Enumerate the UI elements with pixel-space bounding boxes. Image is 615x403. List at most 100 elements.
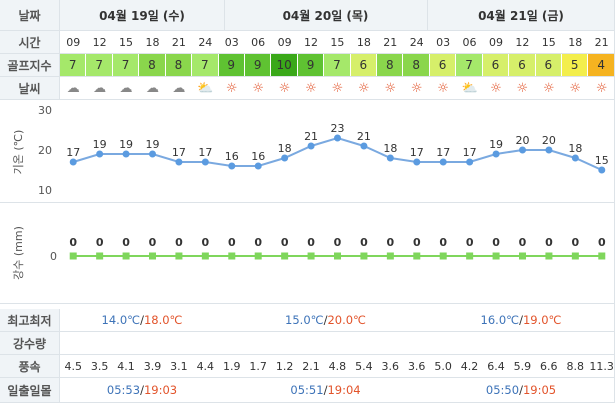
weather-cell: ☼ — [588, 77, 614, 99]
temperature-point — [122, 150, 130, 158]
wind-speed-cell: 11.3 — [589, 359, 614, 373]
temperature-point — [281, 154, 289, 162]
wind-speed-cell: 3.6 — [407, 359, 426, 373]
weather-cell: ☼ — [509, 77, 535, 99]
time-cell: 09 — [488, 35, 503, 49]
sun-day-3: 05:50/19:05 — [485, 383, 557, 397]
temperature-point — [466, 158, 474, 166]
temp-axis-tick: 30 — [38, 104, 52, 117]
temperature-value-label: 18 — [278, 142, 292, 155]
sun-day-1: 05:53/19:03 — [106, 383, 178, 397]
rain-point — [466, 252, 474, 260]
minmax-row: 최고최저 — [0, 309, 615, 331]
time-cell: 18 — [145, 35, 160, 49]
temperature-point — [571, 154, 579, 162]
weather-cells: ☁ ☁ ☁ ☁ ☁ ⛅ ☼ ☼ ☼ ☼ ☼ ☼ ☼ ☼ ☼ ⛅ ☼ ☼ ☼ ☼ ☼ — [60, 77, 615, 99]
golf-index-cell: 6 — [350, 54, 378, 76]
temperature-value-label: 21 — [304, 130, 318, 143]
rain-point — [307, 252, 315, 260]
time-cell: 24 — [409, 35, 424, 49]
wind-speed-cell: 4.4 — [196, 359, 215, 373]
wind-cells: 4.5 3.5 4.1 3.9 3.1 4.4 1.9 1.7 1.2 2.1 4.8 5.4 3.6 3… — [60, 355, 615, 377]
temperature-point — [254, 162, 262, 170]
rain-point — [492, 252, 500, 260]
day-header-3: 04월 21일 (금) — [427, 0, 615, 30]
minmax-label: 최고최저 — [0, 309, 60, 331]
temperature-point — [492, 150, 500, 158]
rain-row — [0, 203, 615, 303]
temperature-value-label: 17 — [436, 146, 450, 159]
golf-row: 골프지수 7 7 7 8 8 7 9 9 10 9 7 6 8 8 6 7 6 6 6 5 4 — [0, 54, 615, 76]
min-temp: 15.0℃ — [285, 313, 324, 327]
sun-icon: ☼ — [490, 80, 502, 96]
rain-chart: 강수 (mm) 00 0 0 0 0 0 0 0 0 0 0 0 0 0 0 0 0 0 0 0 0 — [12, 226, 606, 280]
time-cell: 21 — [171, 35, 186, 49]
time-cell: 06 — [462, 35, 477, 49]
time-cell: 18 — [568, 35, 583, 49]
golf-cells: 7 7 7 8 8 7 9 9 10 9 7 6 8 8 6 7 6 6 6 5 4 — [60, 54, 615, 76]
partly-cloudy-icon: ⛅ — [461, 80, 478, 96]
rain-value-label: 0 — [334, 236, 342, 249]
weather-label: 날씨 — [0, 77, 60, 99]
wind-speed-cell: 6.6 — [540, 359, 558, 373]
min-temp: 16.0℃ — [480, 313, 520, 327]
weather-cell: ☁ — [86, 77, 112, 99]
wind-speed-cell: 4.8 — [328, 359, 347, 373]
rain-value-label: 0 — [466, 236, 474, 249]
rain-axis-tick: 0 — [50, 250, 57, 263]
day-header-2: 04월 20일 (목) — [224, 0, 427, 30]
rain-value-label: 0 — [175, 236, 183, 249]
temperature-value-label: 19 — [489, 138, 503, 151]
sunset-time: 19:05 — [522, 383, 557, 397]
max-temp: 20.0℃ — [327, 313, 366, 327]
time-label: 시간 — [0, 31, 60, 53]
rain-point — [598, 252, 606, 260]
weather-row: 날씨 ☁ ☁ ☁ ☁ ☁ ⛅ ☼ ☼ ☼ ☼ ☼ ☼ ☼ ☼ ☼ ⛅ ☼ ☼ ☼ ☼ ☼ — [0, 77, 615, 99]
temperature-value-label: 16 — [225, 150, 239, 163]
sun-icon: ☼ — [516, 80, 529, 96]
rain-point — [413, 252, 421, 260]
temperature-point — [307, 142, 315, 150]
temp-axis-tick: 10 — [38, 184, 52, 197]
temperature-value-label: 17 — [463, 146, 477, 159]
wind-speed-cell: 5.9 — [513, 359, 532, 373]
golf-index-cell: 6 — [429, 54, 457, 76]
golf-index-cell: 7 — [86, 54, 113, 76]
golf-index-cell: 7 — [112, 54, 140, 76]
golf-index-cell: 8 — [403, 54, 430, 76]
rain-point — [334, 252, 341, 260]
max-temp: 19.0℃ — [522, 313, 562, 327]
temperature-value-label: 18 — [568, 142, 582, 155]
time-cell: 15 — [330, 35, 345, 49]
temperature-point — [149, 150, 156, 158]
wind-speed-cell: 2.1 — [302, 359, 320, 373]
sun-icon: ☼ — [225, 80, 238, 96]
time-cell: 06 — [251, 35, 266, 49]
temperature-point — [519, 146, 526, 154]
rain-point — [69, 252, 77, 260]
sun-icon: ☼ — [410, 80, 423, 96]
golf-index-cell: 10 — [271, 54, 298, 76]
rain-value-label: 0 — [69, 236, 77, 249]
time-row: 시간 09 12 15 18 21 24 03 06 09 12 15 18 21 24 03 06 09 12 1… — [0, 31, 615, 53]
golf-index-cell: 8 — [165, 54, 193, 76]
cloud-icon: ☁ — [66, 80, 80, 96]
temperature-value-label: 17 — [198, 146, 212, 159]
wind-speed-cell: 1.2 — [275, 359, 294, 373]
rain-point — [228, 252, 236, 260]
rain-point — [201, 252, 209, 260]
time-cell: 24 — [198, 35, 213, 49]
rain-value-label: 0 — [519, 236, 527, 249]
wind-speed-cell: 4.2 — [460, 359, 479, 373]
partly-cloudy-icon: ⛅ — [197, 80, 214, 96]
time-cell: 09 — [277, 35, 292, 49]
sun-icon: ☼ — [437, 80, 449, 96]
temperature-value-label: 18 — [383, 142, 397, 155]
rain-point — [122, 252, 130, 260]
cloud-icon: ☁ — [145, 80, 159, 96]
weather-cell: ☁ — [166, 77, 192, 99]
weather-cell: ☁ — [60, 77, 86, 99]
time-cell: 15 — [541, 35, 556, 49]
sunrise-time: 05:51 — [290, 383, 324, 397]
